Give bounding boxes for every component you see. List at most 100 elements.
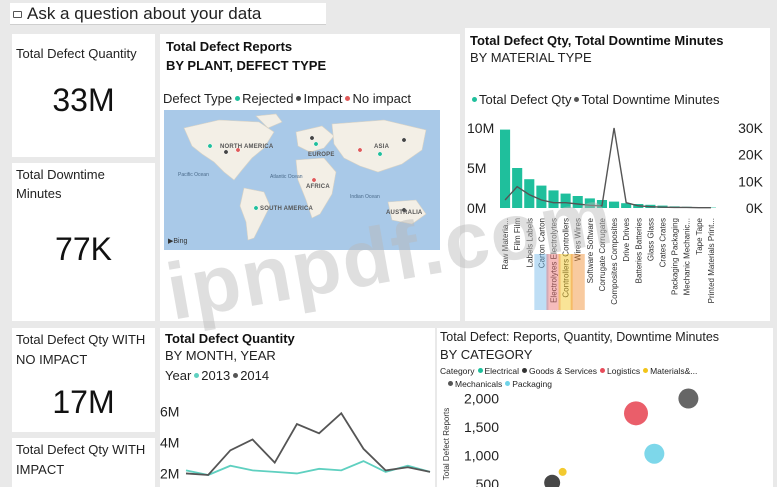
chat-bubble-icon: [13, 11, 22, 18]
plant-marker: [207, 143, 213, 149]
bar-defect-qty: [500, 129, 511, 208]
y-tick-left: 5M: [467, 160, 486, 176]
card-value: 17M: [52, 384, 115, 420]
map-label-europe: EUROPE: [308, 152, 335, 158]
scatter-point: [544, 474, 561, 487]
legend-item-electrical[interactable]: Electrical: [484, 366, 519, 376]
map-label-pacific: Pacific Ocean: [178, 172, 209, 178]
x-tick-label: Crates Crates: [659, 218, 668, 267]
card-defect-qty-with-impact[interactable]: Total Defect Qty WITH IMPACT: [12, 438, 155, 487]
world-map-svg: [183, 113, 427, 241]
line-2014: [185, 411, 431, 476]
bar-defect-qty: [512, 168, 523, 208]
legend-dot-electrical: [477, 368, 483, 374]
legend-item-defect-qty[interactable]: Total Defect Qty: [479, 92, 572, 107]
legend-item-packaging[interactable]: Packaging: [512, 379, 552, 389]
plant-marker: [235, 147, 241, 153]
x-tick-label: Carton Carton: [537, 218, 546, 268]
plant-marker: [311, 177, 317, 183]
x-tick-label: Controllers Controllers: [562, 218, 571, 298]
y-tick: 1,000: [464, 447, 499, 463]
category-legend: Category Electrical Goods & Services Logist…: [440, 365, 740, 391]
bar-defect-qty: [621, 203, 632, 208]
legend-dot-downtime: [574, 97, 580, 103]
bing-text: Bing: [173, 238, 188, 245]
scatter-point: [624, 401, 648, 426]
europe-shape: [295, 125, 335, 153]
bar-defect-qty: [548, 190, 559, 208]
world-map[interactable]: NORTH AMERICA EUROPE ASIA AFRICA SOUTH A…: [164, 110, 440, 250]
bar-defect-qty: [584, 198, 595, 208]
legend-item-2014[interactable]: 2014: [240, 368, 270, 383]
visual-title: Total Defect Qty, Total Downtime Minutes: [470, 33, 724, 48]
month-chart-svg: 2M 4M 6M: [160, 404, 431, 481]
map-label-australia: AUSTRALIA: [386, 210, 423, 216]
legend-title: Category: [440, 366, 475, 376]
legend-dot-logistics: [600, 368, 606, 374]
plant-marker: [313, 141, 319, 147]
legend-item-rejected[interactable]: Rejected: [242, 91, 294, 106]
map-label-africa: AFRICA: [306, 184, 330, 190]
legend-item-goods[interactable]: Goods & Services: [528, 366, 598, 376]
card-defect-qty-no-impact[interactable]: Total Defect Qty WITH NO IMPACT 17M: [12, 328, 155, 432]
y-tick-left: 0M: [467, 200, 486, 216]
map-visual[interactable]: Total Defect Reports BY PLANT, DEFECT TY…: [160, 34, 460, 321]
plant-marker: [223, 149, 229, 155]
plant-marker: [401, 207, 407, 213]
visual-subtitle: BY CATEGORY: [440, 347, 533, 362]
y-tick: 6M: [160, 404, 179, 420]
x-tick-label: Batteries Batteries: [634, 218, 643, 283]
legend-item-impact[interactable]: Impact: [303, 91, 343, 106]
map-label-atlantic: Atlantic Ocean: [270, 174, 303, 180]
legend-dot-impact: [296, 96, 302, 102]
scatter-point: [558, 467, 567, 476]
x-tick-label: Packaging Packaging: [671, 218, 680, 295]
legend-item-mechanicals[interactable]: Mechanicals: [455, 379, 503, 389]
x-tick-label: Film Film: [513, 218, 522, 251]
y-tick: 500: [476, 476, 500, 487]
card-title: Total Defect Qty WITH IMPACT: [16, 442, 146, 477]
x-label-highlight: [570, 254, 585, 310]
map-label-indian: Indian Ocean: [350, 194, 380, 200]
card-total-defect-quantity[interactable]: Total Defect Quantity 33M: [12, 34, 155, 157]
x-label-highlight: [546, 254, 561, 310]
legend-item-materials[interactable]: Materials&...: [650, 366, 698, 376]
legend-item-no-impact[interactable]: No impact: [352, 91, 411, 106]
legend-dot-mechanicals: [448, 381, 453, 387]
material-legend: Total Defect Qty Total Downtime Minutes: [469, 92, 739, 107]
legend-dot-materials: [643, 368, 649, 374]
material-combo-chart[interactable]: Total Defect Qty, Total Downtime Minutes…: [465, 28, 770, 321]
map-legend: Defect Type Rejected Impact No impact: [163, 91, 411, 106]
legend-item-2013[interactable]: 2013: [201, 368, 231, 383]
y-tick: 4M: [160, 435, 179, 451]
line-2013: [185, 460, 431, 476]
category-scatter-chart[interactable]: Total Defect: Reports, Quantity, Downtim…: [437, 328, 773, 487]
asia-shape: [331, 119, 427, 173]
y-tick: 2,000: [464, 391, 499, 407]
y-tick: 1,500: [464, 419, 499, 435]
category-chart-svg: Total Defect Reports 500 1,000 1,500 2,000: [442, 388, 699, 487]
greenland-shape: [255, 113, 283, 129]
y-axis-label: Total Defect Reports: [442, 408, 451, 480]
month-line-chart[interactable]: Total Defect Quantity BY MONTH, YEAR Yea…: [160, 328, 435, 487]
x-tick-label: Electrolytes Electrolytes: [550, 218, 559, 303]
x-tick-label: Printed Materials Print...: [707, 218, 716, 303]
legend-dot-rejected: [235, 96, 241, 102]
bing-logo: ▶Bing: [168, 238, 188, 245]
south-america-shape: [239, 187, 271, 241]
australia-shape: [387, 199, 427, 225]
line-downtime: [504, 127, 711, 209]
x-tick-label: Software Software: [586, 217, 595, 283]
qa-search-bar[interactable]: Ask a question about your data: [10, 3, 326, 25]
legend-dot-no-impact: [345, 96, 351, 102]
map-label-north-america: NORTH AMERICA: [220, 144, 274, 150]
visual-subtitle: BY MATERIAL TYPE: [470, 50, 592, 65]
qa-placeholder: Ask a question about your data: [27, 4, 262, 23]
x-label-highlight: [534, 254, 549, 310]
legend-item-logistics[interactable]: Logistics: [607, 366, 641, 376]
legend-dot-defect-qty: [472, 97, 477, 103]
scatter-point: [678, 388, 699, 409]
legend-item-downtime[interactable]: Total Downtime Minutes: [581, 92, 720, 107]
plant-marker: [357, 147, 363, 153]
card-total-downtime-minutes[interactable]: Total Downtime Minutes 77K: [12, 163, 155, 321]
